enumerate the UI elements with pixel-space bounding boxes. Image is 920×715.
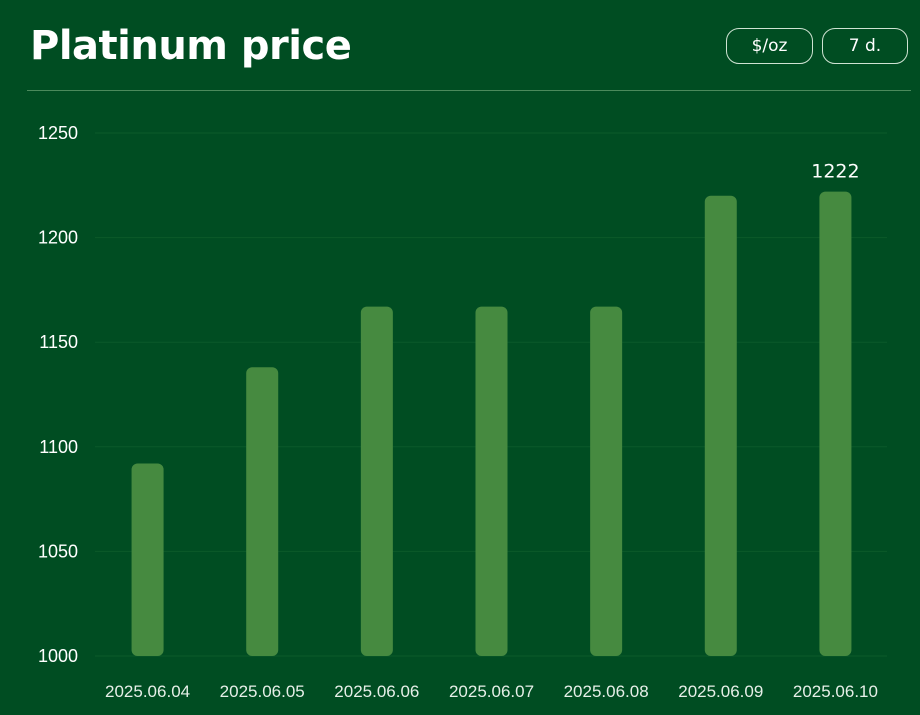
y-tick-label: 1050 — [38, 541, 78, 561]
bars — [131, 191, 852, 657]
range-button[interactable]: 7 d. — [822, 28, 908, 64]
page-title: Platinum price — [30, 23, 352, 69]
x-tick-label: 2025.06.06 — [334, 682, 419, 701]
bar — [131, 463, 164, 656]
x-tick-label: 2025.06.04 — [105, 682, 190, 701]
header-divider — [27, 90, 911, 91]
bar — [246, 367, 279, 656]
y-tick-label: 1150 — [39, 332, 78, 352]
y-tick-label: 1000 — [38, 646, 78, 666]
x-axis: 2025.06.04 2025.06.05 2025.06.06 2025.06.07… — [105, 682, 878, 701]
x-tick-label: 2025.06.10 — [793, 682, 878, 701]
y-tick-label: 1200 — [38, 228, 78, 248]
bar — [360, 306, 393, 656]
x-tick-label: 2025.06.05 — [220, 682, 305, 701]
bar — [819, 191, 852, 657]
bar — [590, 306, 623, 656]
x-tick-label: 2025.06.09 — [678, 682, 763, 701]
y-axis: 1000 1050 1100 1150 1200 1250 — [38, 123, 78, 666]
x-tick-label: 2025.06.07 — [449, 682, 534, 701]
data-label: 1222 — [811, 161, 859, 183]
y-tick-label: 1100 — [39, 437, 78, 457]
unit-button[interactable]: $/oz — [726, 28, 813, 64]
x-tick-label: 2025.06.08 — [564, 682, 649, 701]
bar — [704, 195, 737, 656]
data-labels: 1222 — [811, 161, 859, 183]
bar — [475, 306, 508, 656]
y-tick-label: 1250 — [38, 123, 78, 143]
